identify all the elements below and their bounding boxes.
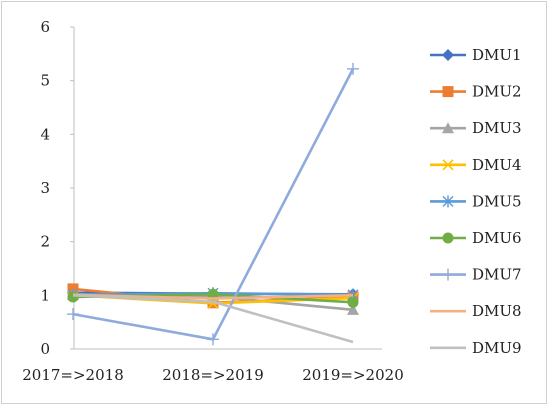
x-tick-label: 2018=>2019: [162, 366, 263, 384]
legend-item-dmu6: DMU6: [430, 229, 522, 247]
legend-marker: [442, 122, 454, 134]
legend-item-dmu7: DMU7: [430, 266, 522, 284]
y-tick-label: 5: [40, 72, 50, 90]
series-dmu8: [72, 293, 354, 300]
y-tick-label: 6: [40, 18, 50, 36]
legend-marker: [442, 49, 454, 61]
legend-label: DMU9: [472, 339, 522, 357]
series-dmu7: [67, 62, 359, 346]
legend-label: DMU6: [472, 229, 522, 247]
y-tick-label: 4: [40, 125, 50, 143]
series-lines: [67, 62, 359, 346]
data-point: [67, 291, 79, 303]
y-tick-label: 1: [40, 286, 50, 304]
axes: 0 1 2 3 4 5 6 2017=>2018 2018=>2019 2019=>2020: [22, 18, 403, 384]
legend-label: DMU7: [472, 266, 522, 284]
data-point: [347, 303, 359, 315]
legend-marker: [442, 268, 454, 281]
data-point: [347, 62, 359, 75]
legend-label: DMU1: [472, 46, 522, 64]
data-point: [207, 333, 219, 346]
legend-label: DMU4: [472, 156, 522, 174]
legend-label: DMU2: [472, 83, 522, 101]
legend-marker: [442, 195, 454, 208]
legend-item-dmu8: DMU8: [430, 302, 522, 320]
x-tick-label: 2017=>2018: [22, 366, 123, 384]
legend-marker: [442, 86, 454, 98]
legend-label: DMU8: [472, 302, 522, 320]
series-dmu9: [72, 294, 354, 344]
data-point: [67, 308, 79, 321]
legend-item-dmu3: DMU3: [430, 119, 522, 137]
legend-item-dmu4: DMU4: [430, 156, 522, 174]
legend-marker: [442, 159, 454, 171]
legend-item-dmu5: DMU5: [430, 192, 522, 210]
legend-marker: [442, 232, 454, 244]
legend-item-dmu1: DMU1: [430, 46, 522, 64]
y-tick-label: 0: [40, 340, 50, 358]
series-line: [72, 293, 354, 300]
series-line: [72, 294, 354, 344]
legend-item-dmu9: DMU9: [430, 339, 522, 357]
legend-label: DMU5: [472, 192, 522, 210]
x-tick-label: 2019=>2020: [302, 366, 403, 384]
legend-item-dmu2: DMU2: [430, 83, 522, 101]
data-point: [207, 288, 219, 300]
y-tick-label: 2: [40, 233, 50, 251]
data-point: [347, 296, 359, 308]
data-point: [207, 297, 219, 309]
legend-label: DMU3: [472, 119, 522, 137]
y-tick-label: 3: [40, 179, 50, 197]
legend: DMU1 DMU2 DMU3 DMU4 DMU5 DMU6 DMU7 DMU8 DMU9: [430, 46, 522, 357]
line-chart: 0 1 2 3 4 5 6 2017=>2018 2018=>2019 2019=>2020 DM…: [22, 18, 522, 384]
chart-frame: 0 1 2 3 4 5 6 2017=>2018 2018=>2019 2019=>2020 DM…: [1, 1, 547, 404]
